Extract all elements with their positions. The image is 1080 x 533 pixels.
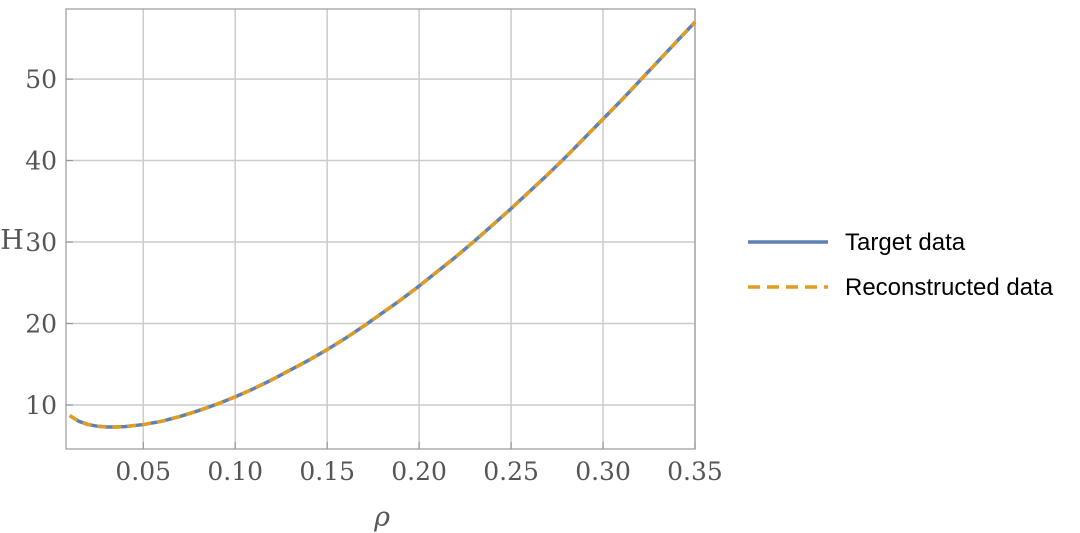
x-tick-labels: 0.05 0.10 0.15 0.20 0.25 0.30 0.35 — [115, 457, 722, 486]
legend-label-reconstructed: Reconstructed data — [845, 274, 1054, 301]
x-tick-label: 0.30 — [575, 457, 631, 486]
ticks — [66, 78, 696, 449]
x-tick-label: 0.20 — [391, 457, 447, 486]
x-tick-label: 0.10 — [207, 457, 263, 486]
y-tick-label: 10 — [25, 391, 57, 420]
plot-frame — [65, 8, 696, 450]
x-tick-label: 0.05 — [115, 457, 171, 486]
y-tick-label: 40 — [25, 147, 57, 176]
legend-label-target: Target data — [845, 229, 966, 256]
series-line-reconstructed — [68, 20, 697, 429]
x-tick-label: 0.25 — [483, 457, 539, 486]
x-tick-label: 0.35 — [667, 457, 723, 486]
series-line-target — [68, 20, 697, 429]
grid — [66, 9, 696, 449]
x-tick-label: 0.15 — [299, 457, 355, 486]
y-tick-labels: 10 20 30 40 50 — [25, 65, 57, 420]
y-axis-label: H — [0, 225, 24, 256]
y-tick-label: 50 — [25, 65, 57, 94]
y-tick-label: 30 — [25, 228, 57, 257]
legend: Target data Reconstructed data — [748, 229, 1054, 301]
y-tick-label: 20 — [25, 310, 57, 339]
series-group — [68, 20, 697, 429]
x-axis-label: ρ — [373, 502, 390, 533]
